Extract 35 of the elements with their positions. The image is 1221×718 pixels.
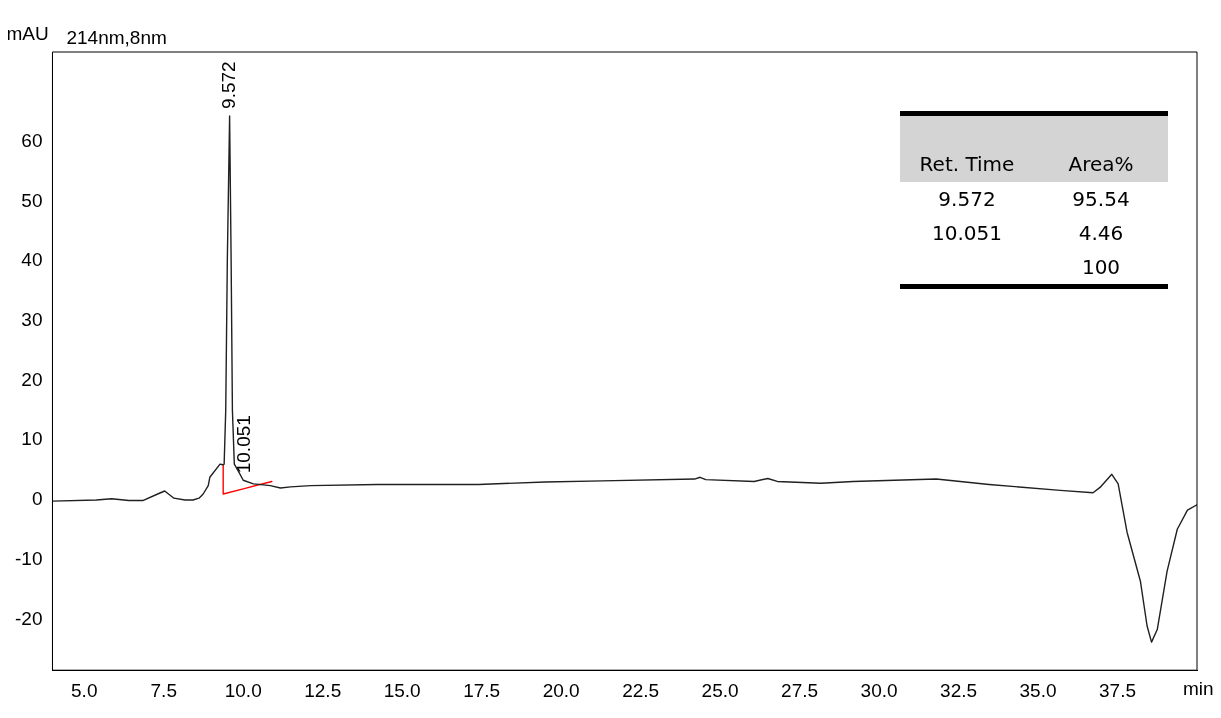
chart-subtitle: 214nm,8nm	[66, 26, 167, 48]
y-tick-label: 0	[31, 488, 43, 510]
x-tick-label: 22.5	[622, 679, 660, 701]
x-tick-label: 12.5	[304, 679, 342, 701]
annotation: 10.051	[931, 220, 1003, 247]
y-tick-label: -10	[14, 547, 43, 569]
y-tick-label: 60	[21, 129, 43, 151]
x-tick-label: 25.0	[701, 679, 739, 701]
annotation: 4.46	[1077, 220, 1125, 247]
annotation: Area%	[1067, 151, 1135, 178]
annotation: 95.54	[1071, 186, 1131, 213]
x-tick-label: 32.5	[940, 679, 978, 701]
x-tick-label: 37.5	[1099, 679, 1137, 701]
x-tick-label: 7.5	[150, 679, 177, 701]
x-tick-label: 17.5	[463, 679, 501, 701]
y-tick-label: 30	[21, 309, 43, 331]
x-tick-label: 35.0	[1019, 679, 1057, 701]
y-tick-label: 50	[21, 189, 43, 211]
x-tick-label: 5.0	[71, 679, 98, 701]
x-tick-label: 20.0	[542, 679, 580, 701]
x-axis-title: min	[1183, 677, 1214, 699]
annotation: 100	[1080, 254, 1122, 281]
y-axis-title: mAU	[6, 22, 49, 44]
annotation: Ret. Time	[918, 151, 1016, 178]
x-tick-label: 27.5	[781, 679, 819, 701]
y-tick-label: -20	[14, 607, 43, 629]
y-tick-label: 20	[21, 368, 43, 390]
x-tick-label: 30.0	[860, 679, 898, 701]
x-tick-label: 10.0	[224, 679, 262, 701]
annotation: 9.572	[937, 186, 997, 213]
annotation: 9.572	[217, 61, 239, 109]
x-tick-label: 15.0	[383, 679, 421, 701]
annotation: 10.051	[233, 415, 255, 474]
y-tick-label: 10	[21, 428, 43, 450]
y-tick-label: 40	[21, 249, 43, 271]
